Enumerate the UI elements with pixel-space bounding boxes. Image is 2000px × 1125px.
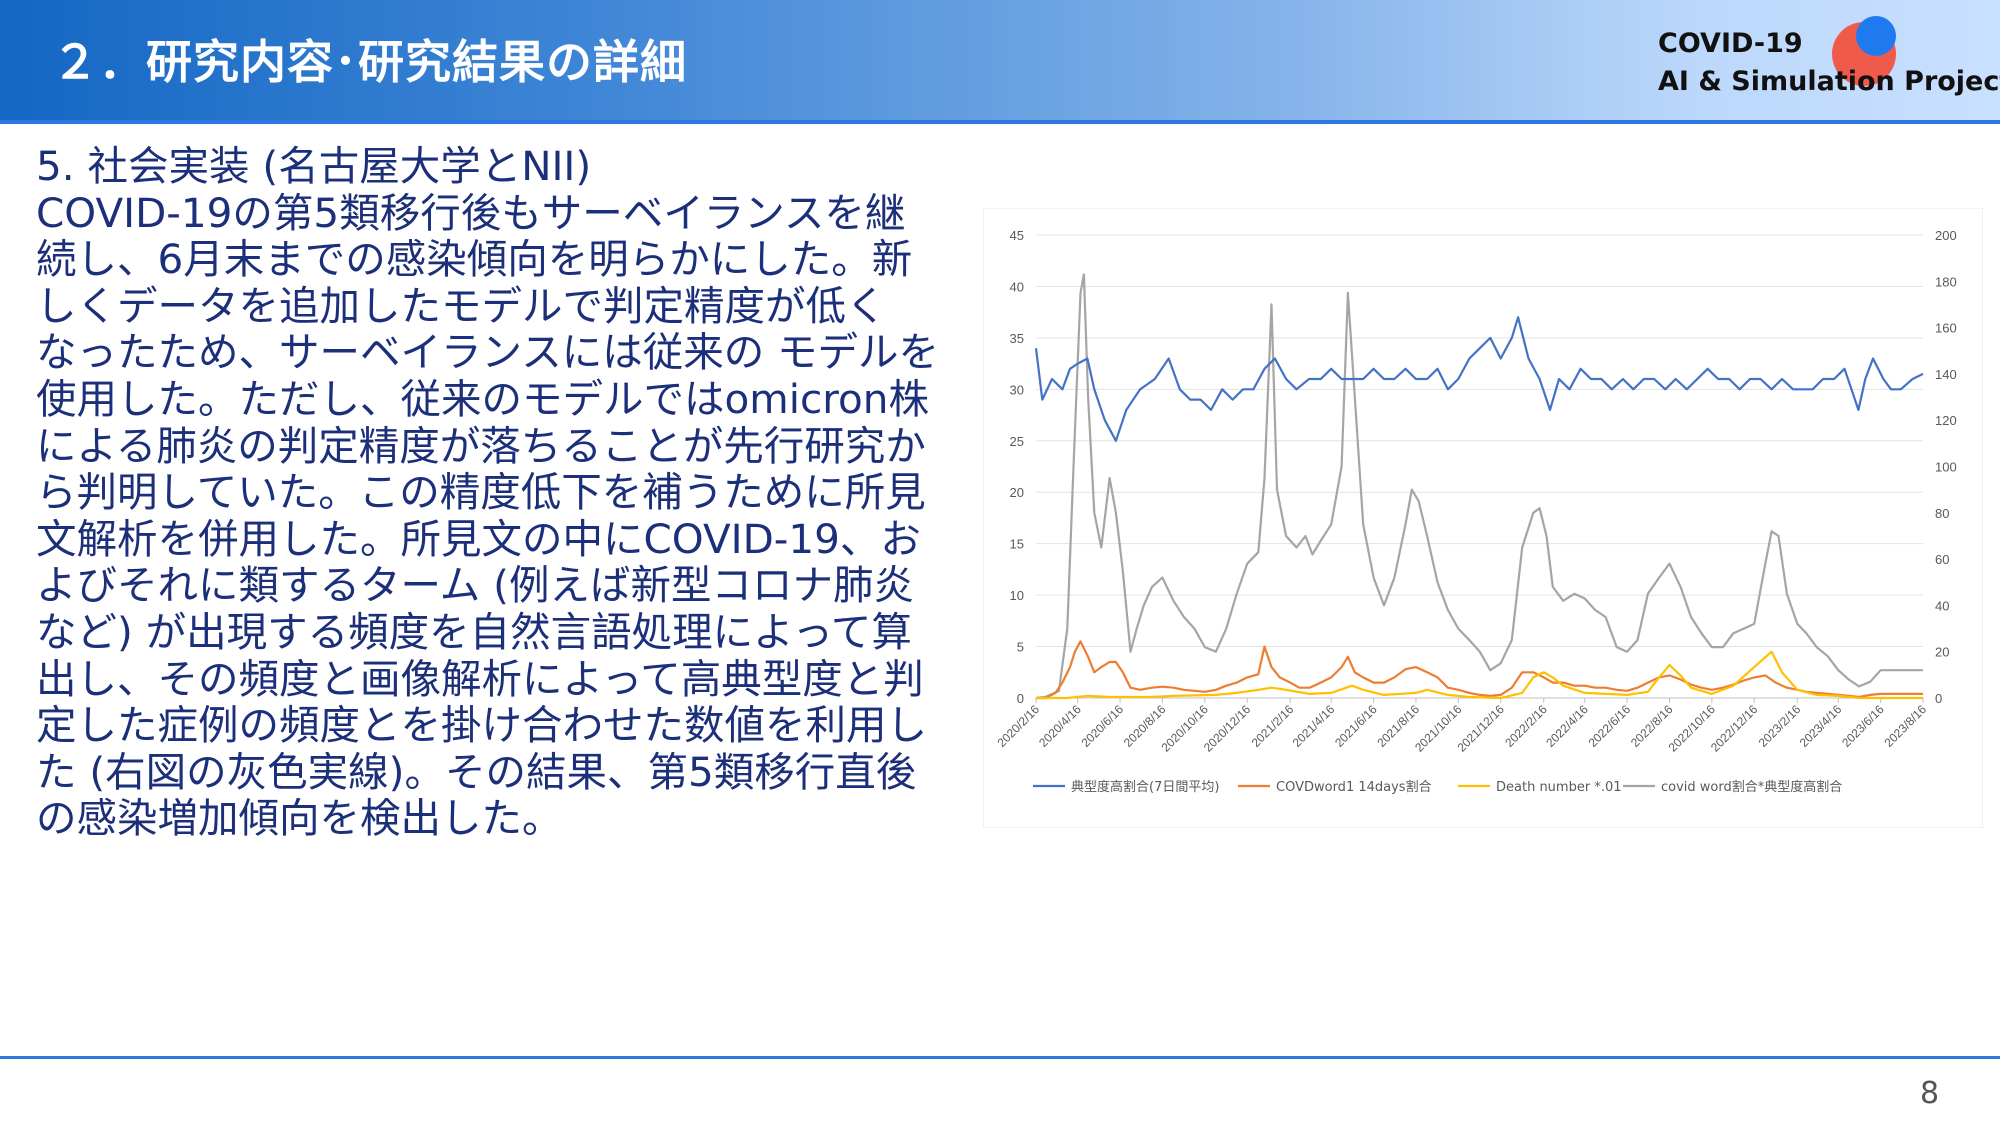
y-tick-label: 45 bbox=[1010, 228, 1024, 243]
legend-label: 典型度高割合(7日間平均) bbox=[1071, 779, 1219, 795]
y-tick-label: 15 bbox=[1010, 537, 1024, 552]
y-tick-label: 35 bbox=[1010, 331, 1024, 346]
y-tick-label: 0 bbox=[1017, 691, 1024, 706]
chart-svg: 0 5 10 15 20 25 30 35 40 45 0 20 40 60 80 100 120 140 160 1… bbox=[983, 208, 1983, 828]
slide-title: ２．研究内容･研究結果の詳細 bbox=[52, 35, 687, 89]
y2-tick-label: 200 bbox=[1935, 228, 1957, 243]
body-line: の感染増加傾向を検出した。 bbox=[36, 794, 563, 843]
body-line: 続し、6月末までの感染傾向を明らかにした。新 bbox=[36, 235, 913, 284]
header-bar bbox=[0, 0, 2000, 120]
body-line: 出し、その頻度と画像解析によって高典型度と判 bbox=[36, 654, 924, 703]
legend-label: covid word割合*典型度高割合 bbox=[1661, 779, 1842, 795]
series-line bbox=[1035, 273, 1923, 700]
project-logo: COVID-19 AI & Simulation Project bbox=[1650, 16, 2000, 106]
covid-surveillance-chart: 0 5 10 15 20 25 30 35 40 45 0 20 40 60 80 100 120 140 160 1… bbox=[983, 208, 1983, 828]
legend-label: COVDword1 14days割合 bbox=[1276, 779, 1432, 795]
y2-tick-label: 80 bbox=[1935, 506, 1949, 521]
logo-blue-circle-icon bbox=[1856, 16, 1896, 56]
y-tick-label: 40 bbox=[1010, 279, 1024, 294]
y2-tick-label: 20 bbox=[1935, 645, 1949, 660]
y2-tick-label: 100 bbox=[1935, 460, 1957, 475]
logo-text-line2: AI & Simulation Project bbox=[1658, 66, 2000, 97]
body-line: ら判明していた。この精度低下を補うために所見 bbox=[36, 468, 926, 517]
body-line: 5. 社会実装 (名古屋大学とNII) bbox=[36, 142, 592, 190]
body-line: による肺炎の判定精度が落ちることが先行研究か bbox=[36, 421, 926, 470]
y-tick-label: 25 bbox=[1010, 434, 1024, 449]
page-number: 8 bbox=[1920, 1076, 1940, 1111]
footer-divider bbox=[0, 1056, 2000, 1059]
body-line: など) が出現する頻度を自然言語処理によって算 bbox=[36, 607, 912, 656]
y2-tick-label: 0 bbox=[1935, 691, 1942, 706]
body-line: なったため、サーベイランスには従来の モデルを bbox=[36, 328, 940, 377]
body-line: COVID-19の第5類移行後もサーベイランスを継 bbox=[36, 188, 906, 237]
header-divider bbox=[0, 120, 2000, 124]
chart-frame bbox=[983, 208, 1983, 828]
body-line: た (右図の灰色実線)。その結果、第5類移行直後 bbox=[36, 747, 917, 796]
y2-tick-label: 140 bbox=[1935, 367, 1957, 382]
body-line: しくデータを追加したモデルで判定精度が低く bbox=[36, 281, 887, 330]
body-line: 使用した。ただし、従来のモデルではomicron株 bbox=[36, 374, 929, 423]
logo-text-line1: COVID-19 bbox=[1658, 28, 1803, 59]
series-line bbox=[1034, 316, 1924, 442]
y-tick-label: 30 bbox=[1010, 382, 1024, 397]
y-tick-label: 20 bbox=[1010, 485, 1024, 500]
y2-tick-label: 60 bbox=[1935, 552, 1949, 567]
y2-tick-label: 40 bbox=[1935, 598, 1949, 613]
series-line bbox=[1036, 650, 1923, 700]
body-line: 定した症例の頻度とを掛け合わせた数値を利用し bbox=[36, 701, 927, 750]
y-tick-label: 5 bbox=[1017, 640, 1024, 655]
y-tick-label: 10 bbox=[1010, 588, 1024, 603]
y2-tick-label: 160 bbox=[1935, 321, 1957, 336]
body-line: 文解析を併用した。所見文の中にCOVID-19、お bbox=[36, 514, 921, 563]
y2-tick-label: 180 bbox=[1935, 274, 1957, 289]
series-line bbox=[1036, 640, 1923, 700]
body-text: 5. 社会実装 (名古屋大学とNII) COVID-19の第5類移行後もサーベイ… bbox=[36, 143, 986, 842]
legend-label: Death number *.01 bbox=[1496, 780, 1622, 795]
y2-tick-label: 120 bbox=[1935, 413, 1957, 428]
body-line: よびそれに類するターム (例えば新型コロナ肺炎 bbox=[36, 561, 914, 610]
